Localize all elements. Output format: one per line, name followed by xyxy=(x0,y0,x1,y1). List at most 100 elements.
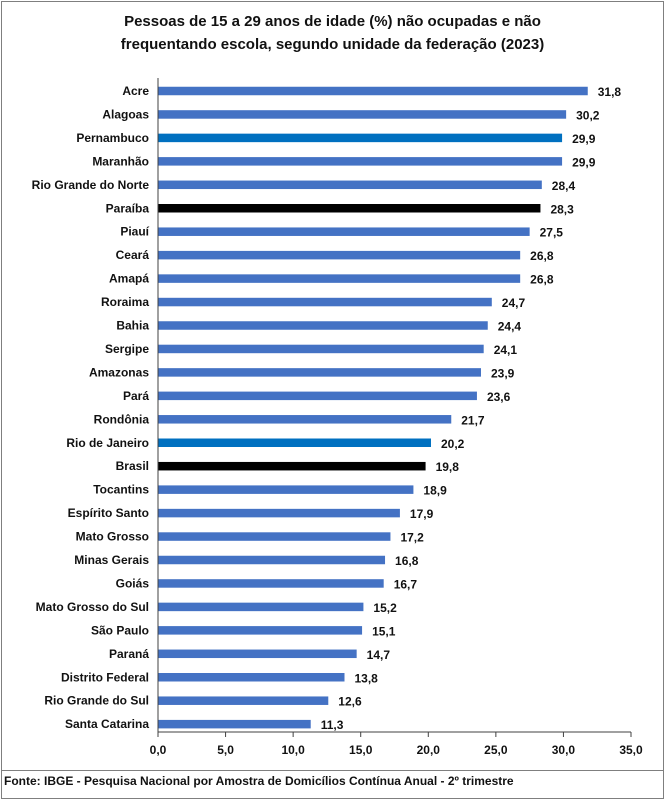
x-tick-label: 30,0 xyxy=(552,743,576,757)
bar-santa-catarina xyxy=(158,719,311,729)
bar-rio-grande-do-norte xyxy=(158,180,542,190)
value-label-goias: 16,7 xyxy=(394,577,418,591)
category-label-rio-grande-do-norte: Rio Grande do Norte xyxy=(32,178,150,192)
value-label-rio-grande-do-sul: 12,6 xyxy=(338,695,362,709)
bar-amazonas xyxy=(158,368,481,377)
chart-title-line-2: frequentando escola, segundo unidade da … xyxy=(120,36,545,53)
category-label-piaui: Piauí xyxy=(120,225,149,239)
bar-chart: Acre Alagoas Pernambuco Maranhão Rio Grande … xyxy=(32,78,643,757)
chart-title: Pessoas de 15 a 29 anos de idade (%) não… xyxy=(0,10,665,56)
bar-ceara xyxy=(158,250,521,260)
bar-parana xyxy=(158,649,357,659)
bar-rio-grande-do-sul xyxy=(158,696,329,705)
value-label-mato-grosso-do-sul: 15,2 xyxy=(373,601,397,615)
bar-mato-grosso-do-sul xyxy=(158,602,364,612)
bar-paraiba xyxy=(158,204,541,213)
bar-espirito-santo xyxy=(158,508,400,518)
bar-rondonia xyxy=(158,415,452,424)
value-label-tocantins: 18,9 xyxy=(423,484,447,498)
value-label-espirito-santo: 17,9 xyxy=(410,507,434,521)
category-label-rio-de-janeiro: Rio de Janeiro xyxy=(66,436,149,450)
category-label-pernambuco: Pernambuco xyxy=(76,131,149,145)
bar-alagoas xyxy=(158,110,567,119)
category-label-goias: Goiás xyxy=(116,576,150,590)
category-label-distrito-federal: Distrito Federal xyxy=(61,670,149,684)
value-label-acre: 31,8 xyxy=(598,85,622,99)
category-label-santa-catarina: Santa Catarina xyxy=(65,717,149,731)
value-label-sao-paulo: 15,1 xyxy=(372,624,396,638)
bar-roraima xyxy=(158,297,492,307)
value-label-rio-de-janeiro: 20,2 xyxy=(441,437,465,451)
value-label-mato-grosso: 17,2 xyxy=(400,531,424,545)
chart-title-line-1: Pessoas de 15 a 29 anos de idade (%) não… xyxy=(124,13,541,30)
value-label-alagoas: 30,2 xyxy=(576,108,600,122)
bar-distrito-federal xyxy=(158,673,345,682)
category-label-acre: Acre xyxy=(122,84,149,98)
category-label-bahia: Bahia xyxy=(116,319,149,333)
category-label-sergipe: Sergipe xyxy=(105,342,149,356)
bar-bahia xyxy=(158,321,488,330)
x-tick-label: 20,0 xyxy=(417,743,441,757)
bar-pernambuco xyxy=(158,133,563,143)
x-tick-label: 5,0 xyxy=(217,743,234,757)
category-label-minas-gerais: Minas Gerais xyxy=(74,553,149,567)
category-label-parana: Paraná xyxy=(109,647,149,661)
category-label-mato-grosso: Mato Grosso xyxy=(76,530,149,544)
value-label-amapa: 26,8 xyxy=(530,273,554,287)
category-label-rio-grande-do-sul: Rio Grande do Sul xyxy=(44,694,149,708)
category-label-amazonas: Amazonas xyxy=(89,365,149,379)
bar-para xyxy=(158,391,477,401)
value-label-brasil: 19,8 xyxy=(436,460,460,474)
x-axis: 0,0 5,0 10,0 15,0 20,0 25,0 30,0 35,0 xyxy=(150,78,643,757)
value-label-distrito-federal: 13,8 xyxy=(355,671,379,685)
bar-sergipe xyxy=(158,344,484,354)
value-label-minas-gerais: 16,8 xyxy=(395,554,419,568)
category-labels: Acre Alagoas Pernambuco Maranhão Rio Grande … xyxy=(32,84,150,731)
value-label-rondonia: 21,7 xyxy=(461,413,485,427)
bar-maranhao xyxy=(158,157,563,166)
category-label-tocantins: Tocantins xyxy=(93,483,149,497)
value-labels: 31,8 30,2 29,9 29,9 28,4 28,3 27,5 26,8 26,8 24,7… xyxy=(321,85,622,732)
category-label-amapa: Amapá xyxy=(109,272,149,286)
value-label-piaui: 27,5 xyxy=(540,226,564,240)
bar-piaui xyxy=(158,227,530,236)
category-label-maranhao: Maranhão xyxy=(92,154,149,168)
bar-minas-gerais xyxy=(158,555,386,565)
category-label-alagoas: Alagoas xyxy=(102,107,149,121)
category-label-ceara: Ceará xyxy=(116,248,150,262)
x-tick-label: 35,0 xyxy=(619,743,643,757)
bar-brasil xyxy=(158,461,426,471)
category-label-roraima: Roraima xyxy=(101,295,149,309)
value-label-santa-catarina: 11,3 xyxy=(321,718,344,732)
bar-tocantins xyxy=(158,485,414,494)
category-label-para: Pará xyxy=(123,389,149,403)
category-label-rondonia: Rondônia xyxy=(94,412,150,426)
bar-acre xyxy=(158,86,588,96)
x-tick-label: 15,0 xyxy=(349,743,373,757)
x-tick-label: 25,0 xyxy=(484,743,508,757)
value-label-roraima: 24,7 xyxy=(502,296,526,310)
bar-rio-de-janeiro xyxy=(158,438,431,447)
bar-amapa xyxy=(158,274,521,283)
value-label-ceara: 26,8 xyxy=(530,249,554,263)
value-label-bahia: 24,4 xyxy=(498,320,522,334)
category-label-mato-grosso-do-sul: Mato Grosso do Sul xyxy=(36,600,149,614)
x-tick-label: 10,0 xyxy=(281,743,305,757)
category-label-espirito-santo: Espírito Santo xyxy=(68,506,149,520)
source-note: Fonte: IBGE - Pesquisa Nacional por Amos… xyxy=(4,774,514,788)
x-tick-label: 0,0 xyxy=(150,743,167,757)
bars-layer xyxy=(158,86,588,729)
category-label-brasil: Brasil xyxy=(116,459,149,473)
value-label-pernambuco: 29,9 xyxy=(572,132,596,146)
value-label-paraiba: 28,3 xyxy=(550,202,574,216)
bar-goias xyxy=(158,579,384,588)
source-divider xyxy=(1,770,663,771)
value-label-para: 23,6 xyxy=(487,390,511,404)
bar-mato-grosso xyxy=(158,532,391,541)
category-label-paraiba: Paraíba xyxy=(106,201,150,215)
category-label-sao-paulo: São Paulo xyxy=(91,623,149,637)
value-label-maranhao: 29,9 xyxy=(572,155,596,169)
bar-sao-paulo xyxy=(158,626,363,635)
value-label-rio-grande-do-norte: 28,4 xyxy=(552,179,576,193)
value-label-parana: 14,7 xyxy=(367,648,391,662)
